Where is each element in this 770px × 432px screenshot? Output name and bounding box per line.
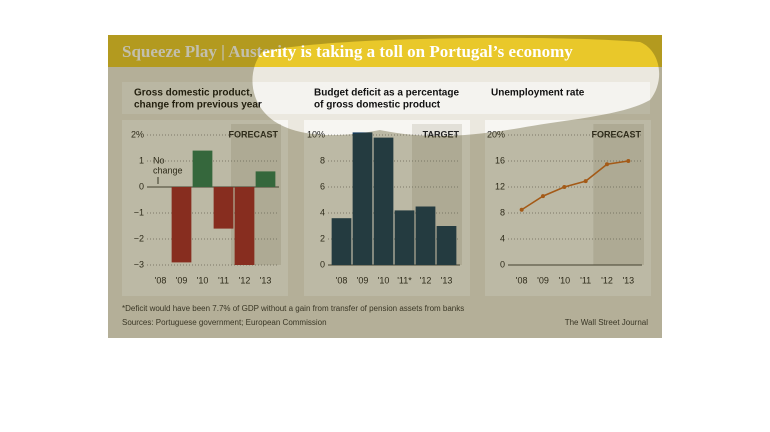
y-tick-label: 6 [320, 181, 325, 191]
point [626, 159, 631, 163]
y-tick-label: 12 [495, 181, 505, 191]
x-tick-label: '11 [580, 275, 591, 285]
bar [373, 137, 394, 265]
y-tick-label: 16 [495, 155, 505, 165]
shade [593, 124, 644, 265]
point [519, 207, 524, 212]
shade-label: TARGET [423, 129, 460, 139]
bar [415, 206, 436, 265]
bar [331, 218, 352, 265]
y-tick-label: 1 [139, 155, 144, 165]
footnote: *Deficit would have been 7.7% of GDP wit… [122, 304, 464, 313]
charts: Gross domestic product,change from previ… [122, 88, 651, 296]
x-tick-label: '08 [336, 275, 348, 285]
x-tick-label: '13 [622, 275, 634, 285]
x-tick-label: '12 [239, 275, 251, 285]
x-tick-label: '12 [601, 275, 613, 285]
y-tick-label: 8 [320, 155, 325, 165]
x-tick-label: '11 [218, 275, 229, 285]
x-tick-label: '10 [197, 275, 209, 285]
y-tick-label: 4 [500, 233, 505, 243]
y-tick-label: 20% [487, 129, 505, 139]
bar [213, 187, 234, 229]
bar [436, 226, 457, 265]
dim-overlay [108, 35, 662, 338]
point [541, 194, 545, 199]
x-tick-label: '09 [176, 275, 188, 285]
annotation: change [153, 165, 183, 175]
subtitle-strip [122, 82, 650, 114]
header-bar [108, 35, 662, 67]
chart-subtitle: Budget deficit as a percentage [314, 88, 459, 99]
y-tick-label: 8 [500, 207, 505, 217]
point [562, 185, 567, 189]
x-tick-label: '09 [537, 275, 549, 285]
point [583, 179, 588, 184]
x-tick-label: '13 [441, 275, 453, 285]
bar [234, 187, 255, 265]
x-tick-label: '08 [516, 275, 528, 285]
bar [192, 150, 213, 187]
x-tick-label: '13 [260, 275, 272, 285]
y-tick-label: 10% [307, 129, 325, 139]
x-tick-label: '09 [357, 275, 369, 285]
y-tick-label: 0 [320, 259, 325, 269]
bar [171, 187, 192, 263]
bar [255, 171, 276, 187]
y-tick-label: 0 [500, 259, 505, 269]
y-tick-label: 2% [131, 129, 144, 139]
y-tick-label: −2 [134, 233, 144, 243]
x-tick-label: '11* [397, 275, 412, 285]
chart-subtitle: of gross domestic product [314, 100, 441, 111]
graphic-title: Squeeze Play | Austerity is taking a tol… [122, 42, 573, 61]
x-tick-label: '10 [558, 275, 570, 285]
x-tick-label: '10 [378, 275, 390, 285]
y-tick-label: 4 [320, 207, 325, 217]
y-tick-label: −1 [134, 207, 144, 217]
credit: The Wall Street Journal [565, 318, 649, 327]
chart-subtitle: change from previous year [134, 100, 262, 111]
bar [394, 210, 415, 265]
sources: Sources: Portuguese government; European… [122, 318, 327, 327]
chart-subtitle: Gross domestic product, [134, 88, 253, 99]
y-tick-label: −3 [134, 259, 144, 269]
line [521, 160, 629, 211]
annotation: No [153, 155, 165, 165]
chart-subtitle: Unemployment rate [491, 88, 585, 99]
bar [352, 132, 373, 265]
x-tick-label: '08 [155, 275, 167, 285]
shade-label: FORECAST [229, 129, 279, 139]
x-tick-label: '12 [420, 275, 432, 285]
y-tick-label: 0 [139, 181, 144, 191]
point [605, 162, 609, 167]
shade-label: FORECAST [592, 129, 642, 139]
y-tick-label: 2 [320, 233, 325, 243]
